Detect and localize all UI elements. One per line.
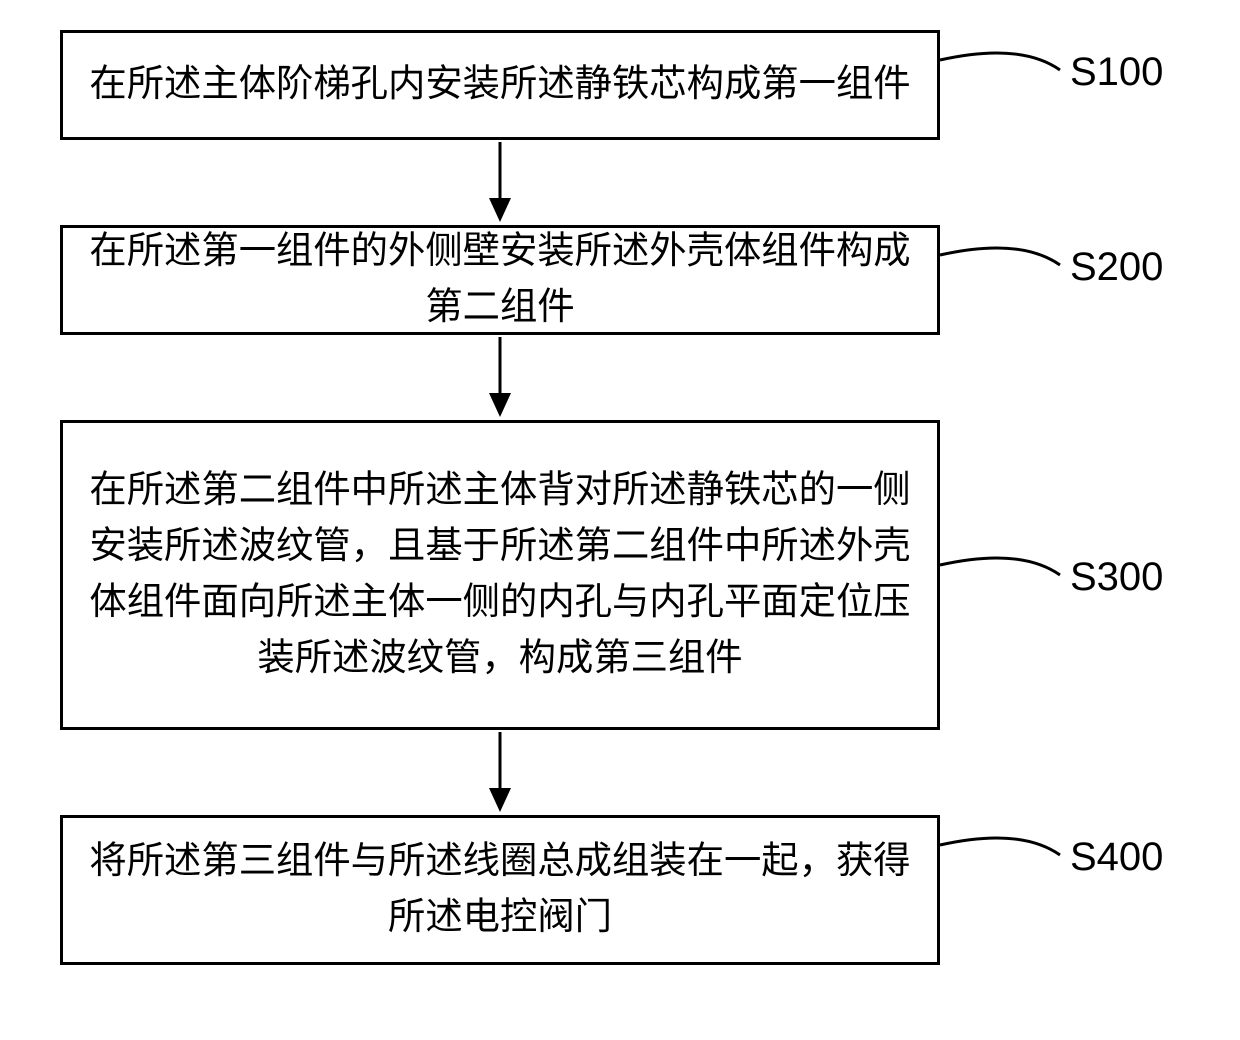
connector-path-s100 (940, 53, 1060, 70)
step-text-s400: 将所述第三组件与所述线圈总成组装在一起，获得所述电控阀门 (83, 834, 917, 946)
step-text-s200: 在所述第一组件的外侧壁安装所述外壳体组件构成第二组件 (83, 224, 917, 336)
arrow-head-3 (489, 788, 511, 812)
arrow-head-2 (489, 393, 511, 417)
step-label-s200: S200 (1070, 245, 1163, 290)
step-label-s400: S400 (1070, 835, 1163, 880)
arrow-head-1 (489, 198, 511, 222)
connector-path-s200 (940, 248, 1060, 265)
step-box-s400: 将所述第三组件与所述线圈总成组装在一起，获得所述电控阀门 (60, 815, 940, 965)
step-box-s300: 在所述第二组件中所述主体背对所述静铁芯的一侧安装所述波纹管，且基于所述第二组件中… (60, 420, 940, 730)
connector-path-s300 (940, 558, 1060, 575)
step-box-s200: 在所述第一组件的外侧壁安装所述外壳体组件构成第二组件 (60, 225, 940, 335)
arrow-s300-s400 (485, 732, 515, 816)
step-text-s300: 在所述第二组件中所述主体背对所述静铁芯的一侧安装所述波纹管，且基于所述第二组件中… (83, 463, 917, 687)
arrow-s100-s200 (485, 142, 515, 226)
arrow-s200-s300 (485, 337, 515, 421)
step-text-s100: 在所述主体阶梯孔内安装所述静铁芯构成第一组件 (89, 57, 910, 113)
connector-path-s400 (940, 838, 1060, 855)
step-label-s100: S100 (1070, 50, 1163, 95)
step-label-s300: S300 (1070, 555, 1163, 600)
step-box-s100: 在所述主体阶梯孔内安装所述静铁芯构成第一组件 (60, 30, 940, 140)
